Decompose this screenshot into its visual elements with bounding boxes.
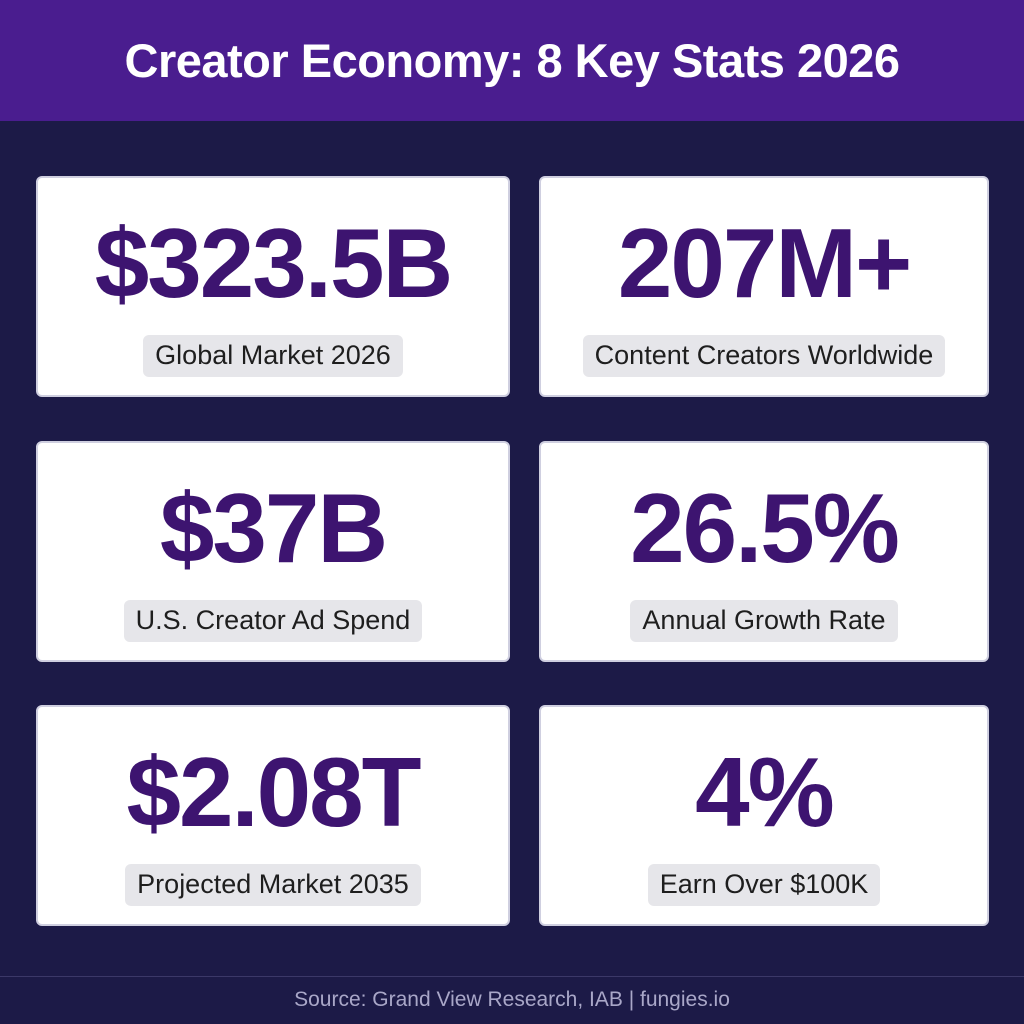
stat-value: $37B — [159, 473, 388, 583]
stat-card-projected-market: $2.08T Projected Market 2035 — [36, 705, 510, 926]
stat-label: Global Market 2026 — [143, 335, 403, 377]
stat-label: Projected Market 2035 — [125, 864, 421, 906]
stat-value: $2.08T — [126, 737, 421, 847]
stat-label: Annual Growth Rate — [630, 600, 898, 642]
stat-card-us-ad-spend: $37B U.S. Creator Ad Spend — [36, 441, 510, 662]
stat-label: Content Creators Worldwide — [582, 335, 946, 377]
stat-value: 26.5% — [630, 473, 900, 583]
stat-value: 4% — [695, 737, 835, 847]
stat-card-global-market: $323.5B Global Market 2026 — [36, 176, 510, 397]
stat-label: Earn Over $100K — [647, 864, 881, 906]
page-title: Creator Economy: 8 Key Stats 2026 — [124, 34, 901, 87]
footer-divider — [0, 976, 1024, 977]
stat-label: U.S. Creator Ad Spend — [123, 600, 423, 642]
stat-card-earn-over-100k: 4% Earn Over $100K — [539, 705, 989, 926]
stat-card-content-creators: 207M+ Content Creators Worldwide — [539, 176, 989, 397]
stat-value: 207M+ — [617, 208, 912, 318]
stat-card-growth-rate: 26.5% Annual Growth Rate — [539, 441, 989, 662]
header-banner: Creator Economy: 8 Key Stats 2026 — [0, 0, 1024, 121]
stat-value: $323.5B — [94, 208, 454, 318]
source-footer: Source: Grand View Research, IAB | fungi… — [294, 988, 730, 1011]
